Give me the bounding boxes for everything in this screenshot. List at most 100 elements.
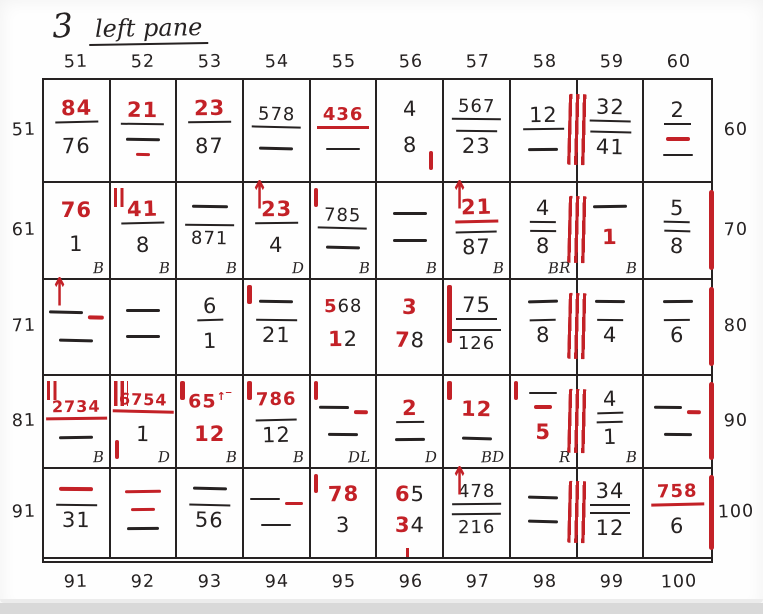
- grid-cell-r2-c7: 21 87 ↑ B: [444, 173, 511, 280]
- red-tick-mark: [513, 381, 519, 400]
- corner-letter: B: [225, 258, 238, 278]
- grid-cell-r1-c2: 21: [110, 80, 178, 183]
- grid-cell-r1-c1: 84 76: [44, 80, 111, 183]
- cell-value: 4: [596, 318, 624, 347]
- dash-pair: [318, 400, 368, 414]
- dash-mark: [87, 314, 104, 319]
- title-text: left pane: [88, 12, 209, 47]
- cell-content: 75 126: [444, 280, 509, 374]
- grid-cell-r2-c6: B: [377, 183, 445, 280]
- dash-mark: [284, 501, 303, 506]
- cell-value: 216: [451, 512, 502, 538]
- cell-value-part: 4: [410, 513, 425, 538]
- superscript-mark: ↑‾: [216, 390, 232, 404]
- cell-content: [511, 469, 576, 557]
- dash-mark: [534, 405, 553, 410]
- cell-value: 65: [395, 481, 425, 505]
- red-arrow-mark: ↑: [250, 173, 269, 220]
- grid-cell-r2-c2: 41 8 B: [110, 183, 178, 280]
- cell-value: 4: [269, 232, 284, 258]
- corner-letter: D: [158, 447, 171, 467]
- grid-cell-r1-c10: 2: [644, 80, 711, 183]
- grid-cell-r3-c6: 3 78: [377, 280, 445, 376]
- col-header-top: 53: [197, 51, 223, 73]
- red-border-line: [709, 475, 714, 550]
- cell-content: 78 3: [311, 469, 376, 557]
- cell-content: 568 12: [311, 280, 376, 374]
- cell-value-part: 5: [323, 295, 338, 317]
- cell-value: 41: [589, 130, 631, 160]
- cell-content: 23 87: [177, 80, 242, 181]
- corner-letter: B: [359, 258, 371, 278]
- row-label-left: 61: [11, 219, 37, 240]
- grid-cell-r3-c8: 8: [510, 280, 587, 376]
- cell-value: 34: [395, 513, 425, 537]
- cell-value: 8: [664, 229, 692, 259]
- red-tick-mark: [247, 381, 252, 400]
- col-header-bottom: 98: [532, 571, 558, 593]
- dash-mark: [191, 204, 228, 208]
- cell-value: 78: [327, 481, 360, 507]
- red-tick-mark: [313, 381, 319, 400]
- corner-letter: B: [492, 258, 505, 278]
- cell-content: 6: [644, 280, 711, 374]
- grid-cell-r4-c2: 6754 1 D: [110, 376, 178, 469]
- dash-mark: [192, 487, 227, 491]
- corner-letter: B: [292, 447, 305, 467]
- col-header-top: 56: [398, 51, 424, 73]
- grid-cell-r4-c3: 65↑‾ 12 B: [177, 376, 245, 469]
- dash-mark: [528, 495, 559, 499]
- cell-value: 578: [251, 103, 302, 129]
- dash-mark: [528, 300, 559, 304]
- cell-value: 8: [529, 318, 557, 347]
- col-header-bottom: 97: [465, 571, 491, 593]
- red-arrow-mark: ↑: [450, 173, 469, 220]
- red-arrow-mark: ↑: [50, 270, 69, 317]
- cell-content: 32 41: [578, 80, 643, 181]
- cell-content: [644, 376, 711, 467]
- cell-content: [377, 183, 442, 278]
- cell-value: 56: [189, 503, 231, 533]
- cell-value: 12: [194, 421, 226, 446]
- grid-cell-r5-c9: 34 12: [577, 469, 645, 559]
- cell-value: 76: [60, 198, 92, 222]
- col-header-top: 51: [63, 51, 89, 73]
- red-border-line: [709, 189, 714, 271]
- title-number: 3: [50, 5, 75, 46]
- grid-cell-r1-c7: 567 23: [444, 80, 511, 183]
- cell-content: 34 12: [578, 469, 643, 557]
- dash-mark: [594, 300, 625, 304]
- grid-cell-r5-c4: [244, 469, 311, 559]
- red-tick-mark: [180, 381, 185, 400]
- grid-cell-r2-c5: 785 B: [310, 183, 378, 280]
- dash-mark: [687, 409, 702, 414]
- col-header-top: 59: [599, 51, 625, 73]
- dash-mark: [318, 405, 349, 409]
- cell-value-part: 6: [394, 481, 411, 506]
- dash-mark: [353, 409, 368, 414]
- dash-mark: [662, 300, 693, 304]
- cell-value: 1: [596, 420, 624, 449]
- corner-letter: D: [291, 258, 305, 278]
- col-header-bottom: 93: [197, 571, 223, 593]
- col-header-top: 54: [264, 51, 290, 73]
- cell-value: 8: [402, 132, 418, 158]
- grid-cell-r5-c1: 31: [44, 469, 111, 559]
- dash-mark: [654, 405, 683, 409]
- cell-value: 12: [255, 418, 298, 448]
- cell-value: 41: [121, 196, 165, 225]
- col-header-top: 58: [532, 51, 558, 73]
- row-label-left: 91: [11, 501, 37, 523]
- cell-content: [244, 469, 309, 557]
- dash-mark: [59, 436, 94, 440]
- dash-mark: [126, 335, 161, 339]
- col-header-bottom: 100: [660, 571, 698, 593]
- grid-cell-r4-c1: 2734 B: [44, 376, 111, 469]
- dash-mark: [663, 432, 692, 436]
- cell-content: 567 23: [444, 80, 509, 181]
- col-header-bottom: 91: [63, 571, 89, 593]
